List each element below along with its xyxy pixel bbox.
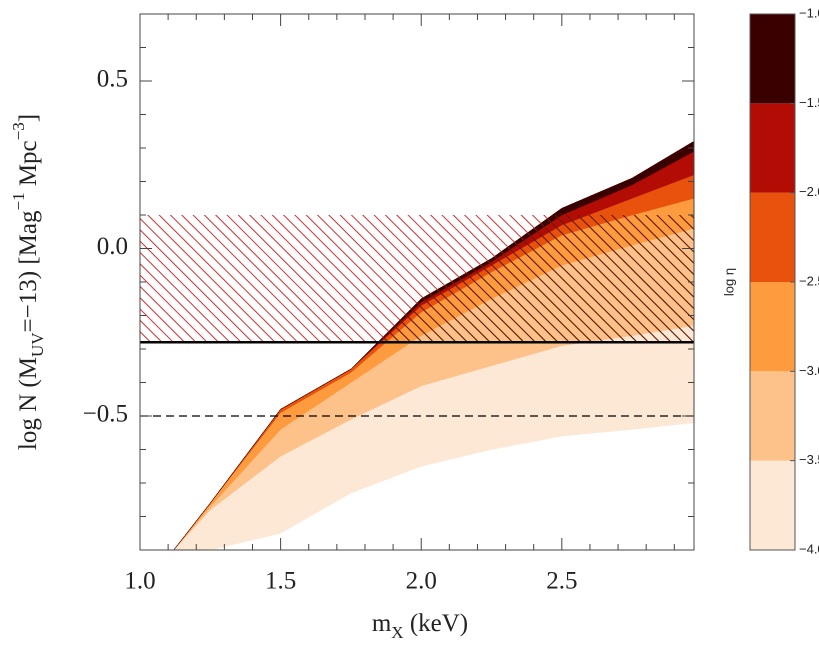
colorbar-tick-label: −3.5 <box>799 452 819 467</box>
y-axis-label-part: ] <box>15 114 42 122</box>
colorbar-tick-label: −2.0 <box>799 184 819 199</box>
x-axis-label-part: X <box>391 623 403 642</box>
colorbar-label: log η <box>721 268 736 296</box>
colorbar-segment <box>750 103 795 193</box>
colorbar-segment <box>750 371 795 461</box>
x-tick-label: 2.5 <box>546 568 577 595</box>
x-axis-label-part: (keV) <box>404 610 469 637</box>
colorbar-tick-label: −1.5 <box>799 95 819 110</box>
colorbar-segment <box>750 460 795 550</box>
colorbar-tick-label: −2.5 <box>799 273 819 288</box>
y-axis-label: log N (MUV=−13) [Mag−1 Mpc−3] <box>9 114 47 450</box>
colorbar-tick-label: −4.0 <box>799 541 819 556</box>
contour-band <box>173 141 694 550</box>
y-tick-label: 0.5 <box>97 66 128 93</box>
colorbar-segment <box>750 282 795 372</box>
y-axis-label-part: log N (M <box>15 357 42 450</box>
y-axis-label-part: −1 <box>9 192 28 210</box>
x-tick-label: 2.0 <box>406 568 437 595</box>
x-axis-label-part: m <box>372 610 392 637</box>
y-axis-label-part: =−13) [Mag <box>15 210 42 332</box>
y-axis-label-part: UV <box>28 332 47 357</box>
x-tick-label: 1.5 <box>265 568 296 595</box>
colorbar-segment <box>750 192 795 282</box>
colorbar-tick-label: −3.0 <box>799 363 819 378</box>
plot-area <box>140 141 694 550</box>
y-tick-label: −0.5 <box>83 401 128 428</box>
x-axis-label: mX (keV) <box>372 610 468 643</box>
colorbar-tick-label: −1.0 <box>799 5 819 20</box>
axes: 1.0 1.5 2.0 2.5 −0.5 0.0 0.5 mX (keV) log N (MUV… <box>9 5 819 642</box>
y-axis-label-part: −3 <box>9 122 28 140</box>
y-tick-label: 0.0 <box>97 233 128 260</box>
y-axis-label-part: Mpc <box>15 140 42 192</box>
x-tick-label: 1.0 <box>124 568 155 595</box>
colorbar-segment <box>750 14 795 104</box>
